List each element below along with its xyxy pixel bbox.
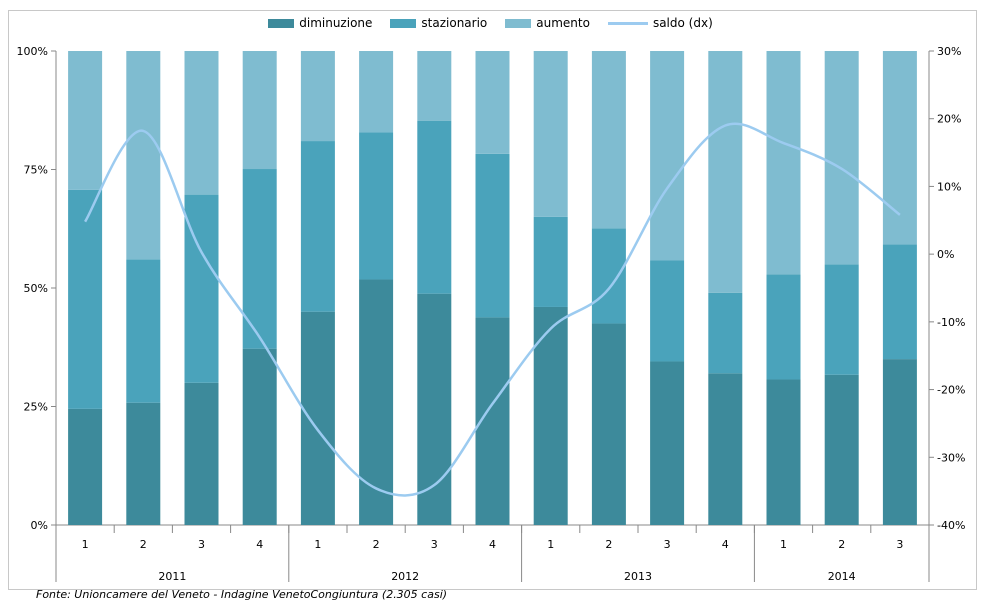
bar-diminuzione — [591, 323, 626, 525]
left-tick-label: 50% — [24, 282, 48, 295]
left-tick-label: 0% — [31, 519, 48, 532]
quarter-tick-label: 3 — [896, 538, 903, 551]
left-tick-label: 25% — [24, 401, 48, 414]
right-tick-label: 0% — [937, 248, 954, 261]
right-tick-label: -10% — [937, 316, 965, 329]
quarter-tick-label: 4 — [722, 538, 729, 551]
bar-aumento — [300, 51, 335, 142]
bar-aumento — [650, 51, 685, 261]
right-tick-label: -40% — [937, 519, 965, 532]
right-tick-label: 20% — [937, 113, 961, 126]
right-tick-label: 10% — [937, 180, 961, 193]
bar-diminuzione — [359, 279, 394, 525]
bar-diminuzione — [126, 402, 161, 525]
bar-stazionario — [359, 132, 394, 280]
year-tick-label: 2012 — [391, 570, 419, 583]
bar-aumento — [533, 51, 568, 217]
bar-stazionario — [417, 120, 452, 294]
quarter-tick-label: 2 — [605, 538, 612, 551]
source-note: Fonte: Unioncamere del Veneto - Indagine… — [36, 588, 448, 601]
legend-label-diminuzione: diminuzione — [299, 16, 373, 30]
bar-stazionario — [824, 264, 859, 375]
bar-aumento — [417, 51, 452, 121]
quarter-tick-label: 2 — [838, 538, 845, 551]
quarter-tick-label: 3 — [664, 538, 671, 551]
bar-aumento — [475, 51, 510, 154]
bar-aumento — [242, 51, 277, 170]
quarter-tick-label: 1 — [82, 538, 89, 551]
bar-stazionario — [126, 259, 161, 403]
bar-aumento — [824, 51, 859, 265]
quarter-tick-label: 3 — [431, 538, 438, 551]
bar-diminuzione — [300, 311, 335, 525]
legend-swatch-saldo — [607, 21, 648, 25]
bar-aumento — [359, 51, 394, 133]
legend-label-saldo: saldo (dx) — [652, 16, 713, 30]
left-tick-label: 75% — [24, 164, 48, 177]
bar-diminuzione — [708, 373, 743, 525]
legend-item-diminuzione: diminuzione — [268, 16, 372, 30]
quarter-tick-label: 1 — [780, 538, 787, 551]
bar-diminuzione — [882, 359, 917, 525]
quarter-tick-label: 4 — [256, 538, 263, 551]
legend-swatch-aumento — [505, 18, 532, 28]
bar-aumento — [126, 51, 161, 260]
bar-stazionario — [300, 141, 335, 312]
bar-stazionario — [242, 169, 277, 349]
legend: diminuzione stazionario aumento saldo (d… — [0, 16, 981, 30]
bar-aumento — [591, 51, 626, 229]
bar-diminuzione — [184, 382, 219, 525]
year-tick-label: 2013 — [624, 570, 652, 583]
bar-aumento — [184, 51, 219, 195]
bar-diminuzione — [242, 348, 277, 525]
quarter-tick-label: 4 — [489, 538, 496, 551]
bar-diminuzione — [533, 306, 568, 525]
right-tick-label: -20% — [937, 384, 965, 397]
bar-stazionario — [591, 228, 626, 324]
bar-aumento — [68, 51, 103, 190]
legend-label-stazionario: stazionario — [421, 16, 488, 30]
bar-diminuzione — [68, 408, 103, 525]
year-tick-label: 2011 — [158, 570, 186, 583]
legend-item-aumento: aumento — [505, 16, 590, 30]
bar-diminuzione — [417, 293, 452, 525]
bar-stazionario — [882, 244, 917, 360]
bar-stazionario — [533, 216, 568, 307]
quarter-tick-label: 1 — [547, 538, 554, 551]
bar-stazionario — [766, 274, 801, 380]
right-tick-label: -30% — [937, 451, 965, 464]
legend-item-saldo: saldo (dx) — [607, 16, 713, 30]
left-tick-label: 100% — [17, 45, 48, 58]
quarter-tick-label: 1 — [314, 538, 321, 551]
chart-frame — [8, 10, 977, 590]
bar-diminuzione — [766, 379, 801, 525]
quarter-tick-label: 2 — [373, 538, 380, 551]
right-tick-label: 30% — [937, 45, 961, 58]
bar-diminuzione — [824, 374, 859, 525]
legend-swatch-stazionario — [390, 18, 417, 28]
saldo-line — [84, 122, 901, 497]
bar-stazionario — [475, 153, 510, 318]
bar-diminuzione — [650, 361, 685, 525]
bar-aumento — [708, 51, 743, 293]
year-tick-label: 2014 — [828, 570, 856, 583]
bar-aumento — [766, 51, 801, 275]
quarter-tick-label: 2 — [140, 538, 147, 551]
bar-aumento — [882, 51, 917, 245]
bar-stazionario — [708, 292, 743, 374]
bar-stazionario — [68, 189, 103, 409]
legend-swatch-diminuzione — [268, 18, 295, 28]
legend-item-stazionario: stazionario — [390, 16, 487, 30]
bar-stazionario — [650, 260, 685, 362]
legend-label-aumento: aumento — [536, 16, 590, 30]
quarter-tick-label: 3 — [198, 538, 205, 551]
